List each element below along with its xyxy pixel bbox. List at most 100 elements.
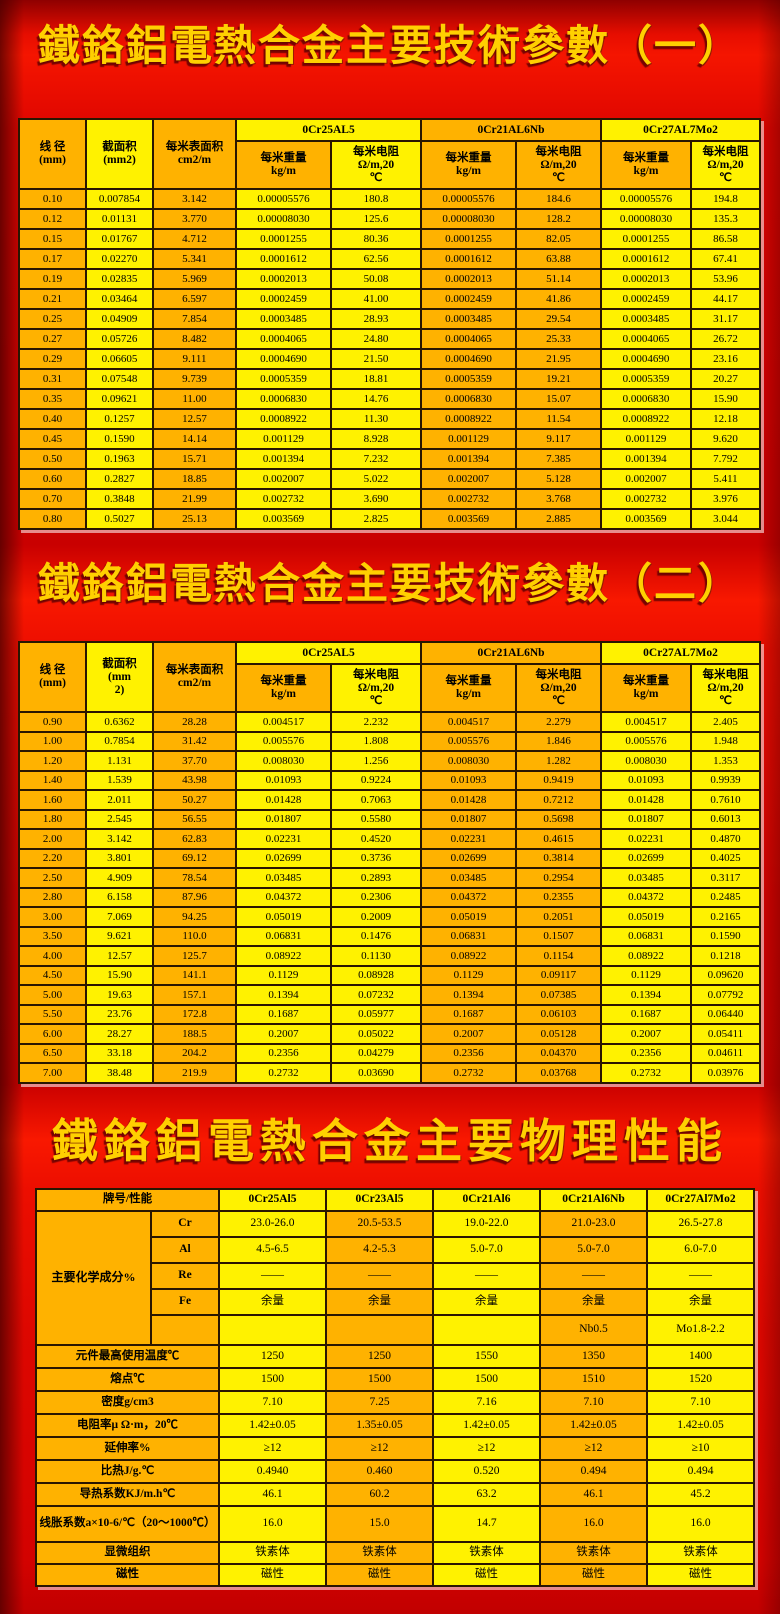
- cell: 1.808: [329, 730, 423, 752]
- cell: 0.25: [18, 308, 87, 330]
- element-label: [149, 1313, 221, 1346]
- cell: 7.25: [325, 1389, 435, 1415]
- cell: 0.001129: [600, 428, 693, 450]
- cell: 0.002007: [600, 468, 693, 490]
- cell: 86.58: [690, 228, 762, 250]
- data-row: 0.80 0.5027 25.13 0.003569 2.825 0.003569 2.88…: [18, 508, 762, 530]
- alloy-header: 0Cr27AL7Mo2: [600, 118, 762, 142]
- data-row: 主要化学成分% Cr 23.0-26.0 20.5-53.5 19.0-22.0 21.0…: [35, 1209, 756, 1346]
- cell: 0.01767: [85, 228, 154, 250]
- cell: 0.60: [18, 468, 87, 490]
- cell: 1510: [539, 1366, 649, 1392]
- cell: 0.00005576: [420, 188, 518, 210]
- cell: 50.08: [329, 268, 423, 290]
- cell: 5.128: [515, 468, 603, 490]
- data-row: 2.20 3.801 69.12 0.02699 0.3736 0.02699 0.3814…: [18, 847, 762, 869]
- property-label: 延伸率%: [34, 1435, 221, 1461]
- cell: 0.21: [18, 288, 87, 310]
- cell: 5.0-7.0: [432, 1235, 542, 1264]
- property-label: 密度g/cm3: [34, 1389, 221, 1415]
- cell: 69.12: [152, 847, 237, 869]
- cell: 7.10: [646, 1389, 756, 1415]
- cell: 9.739: [152, 368, 237, 390]
- cell: 0.03464: [85, 288, 154, 310]
- cell: 60.2: [325, 1481, 435, 1507]
- cell: 3.801: [85, 847, 154, 869]
- cell: 铁素体: [325, 1540, 435, 1565]
- cell: 3.50: [18, 925, 87, 947]
- cell: 24.80: [329, 328, 423, 350]
- cell: 0.003569: [420, 508, 518, 530]
- cell: 0.0003485: [235, 308, 332, 330]
- cell: 0.02231: [420, 828, 518, 850]
- cell: 0.05019: [420, 906, 518, 928]
- data-row: 5.50 23.76 172.8 0.1687 0.05977 0.1687 0.06103…: [18, 1003, 762, 1025]
- cell: 15.07: [515, 388, 603, 410]
- cell: 7.00: [18, 1062, 87, 1084]
- cell: 0.1590: [690, 925, 762, 947]
- cell: [325, 1313, 435, 1346]
- cell: 3.690: [329, 488, 423, 510]
- cell: 0.0006830: [235, 388, 332, 410]
- cell: 铁素体: [539, 1540, 649, 1565]
- cell: 0.05019: [235, 906, 332, 928]
- cell: 53.96: [690, 268, 762, 290]
- cell: 0.09621: [85, 388, 154, 410]
- cell: 铁素体: [218, 1540, 328, 1565]
- cell: 184.6: [515, 188, 603, 210]
- cell: 0.0001612: [420, 248, 518, 270]
- cell: 0.001129: [420, 428, 518, 450]
- cell: 19.21: [515, 368, 603, 390]
- cell: 0.0001255: [600, 228, 693, 250]
- cell: 0.05128: [515, 1023, 603, 1045]
- alloy-header: 0Cr25Al5: [218, 1187, 328, 1212]
- cell: 0.0004065: [420, 328, 518, 350]
- cell: 20.27: [690, 368, 762, 390]
- cell: 0.07232: [329, 984, 423, 1006]
- cell: 0.2306: [329, 886, 423, 908]
- col-header-surface: 每米表面积 cm2/m: [152, 641, 237, 713]
- cell: 0.001394: [600, 448, 693, 470]
- cell: 0.03485: [420, 867, 518, 889]
- cell: 0.17: [18, 248, 87, 270]
- cell: 11.30: [329, 408, 423, 430]
- cell: 9.621: [85, 925, 154, 947]
- cell: 44.17: [690, 288, 762, 310]
- cell: 31.17: [690, 308, 762, 330]
- data-row: Nb0.5 Mo1.8-2.2: [36, 1313, 756, 1346]
- subheader-resistance: 每米电阻 Ω/m,20 ℃: [515, 140, 603, 190]
- cell: 0.005576: [600, 730, 693, 752]
- cell: 0.1130: [329, 945, 423, 967]
- cell: 0.494: [539, 1458, 649, 1484]
- data-row: 0.90 0.6362 28.28 0.004517 2.232 0.004517 2.27…: [18, 711, 762, 733]
- cell: 4.909: [85, 867, 154, 889]
- cell: 0.00008030: [600, 208, 693, 230]
- cell: 11.00: [152, 388, 237, 410]
- cell: ≥12: [218, 1435, 328, 1461]
- cell: 0.002007: [235, 468, 332, 490]
- data-row: 5.00 19.63 157.1 0.1394 0.07232 0.1394 0.07385…: [18, 984, 762, 1006]
- cell: 0.04372: [235, 886, 332, 908]
- cell: 1500: [432, 1366, 542, 1392]
- cell: 0.4025: [690, 847, 762, 869]
- cell: 46.1: [218, 1481, 328, 1507]
- data-row: 导热系数KJ/m.h℃ 46.1 60.2 63.2 46.1 45.2: [34, 1481, 756, 1507]
- cell: 0.6362: [85, 711, 154, 733]
- property-label: 元件最高使用温度℃: [34, 1343, 221, 1369]
- property-label: 线胀系数a×10-6/℃（20～1000℃）: [34, 1504, 221, 1543]
- cell: 2.885: [515, 508, 603, 530]
- cell: 0.4615: [515, 828, 603, 850]
- param-table-2: 线 径 (mm) 截面积 (mm 2) 每米表面积 cm2/m 0Cr25AL5…: [18, 641, 762, 1084]
- param-table-1: 线 径 (mm) 截面积 (mm2) 每米表面积 cm2/m 0Cr25AL5 …: [18, 118, 762, 530]
- cell: 0.1687: [600, 1003, 693, 1025]
- cell: 3.142: [85, 828, 154, 850]
- cell: 0.0003485: [420, 308, 518, 330]
- cell: 6.50: [18, 1042, 87, 1064]
- cell: 5.022: [329, 468, 423, 490]
- cell: 0.01131: [85, 208, 154, 230]
- cell: 1.131: [85, 750, 154, 772]
- cell: 0.001394: [420, 448, 518, 470]
- cell: 0.0002459: [600, 288, 693, 310]
- cell: 41.86: [515, 288, 603, 310]
- cell: 51.14: [515, 268, 603, 290]
